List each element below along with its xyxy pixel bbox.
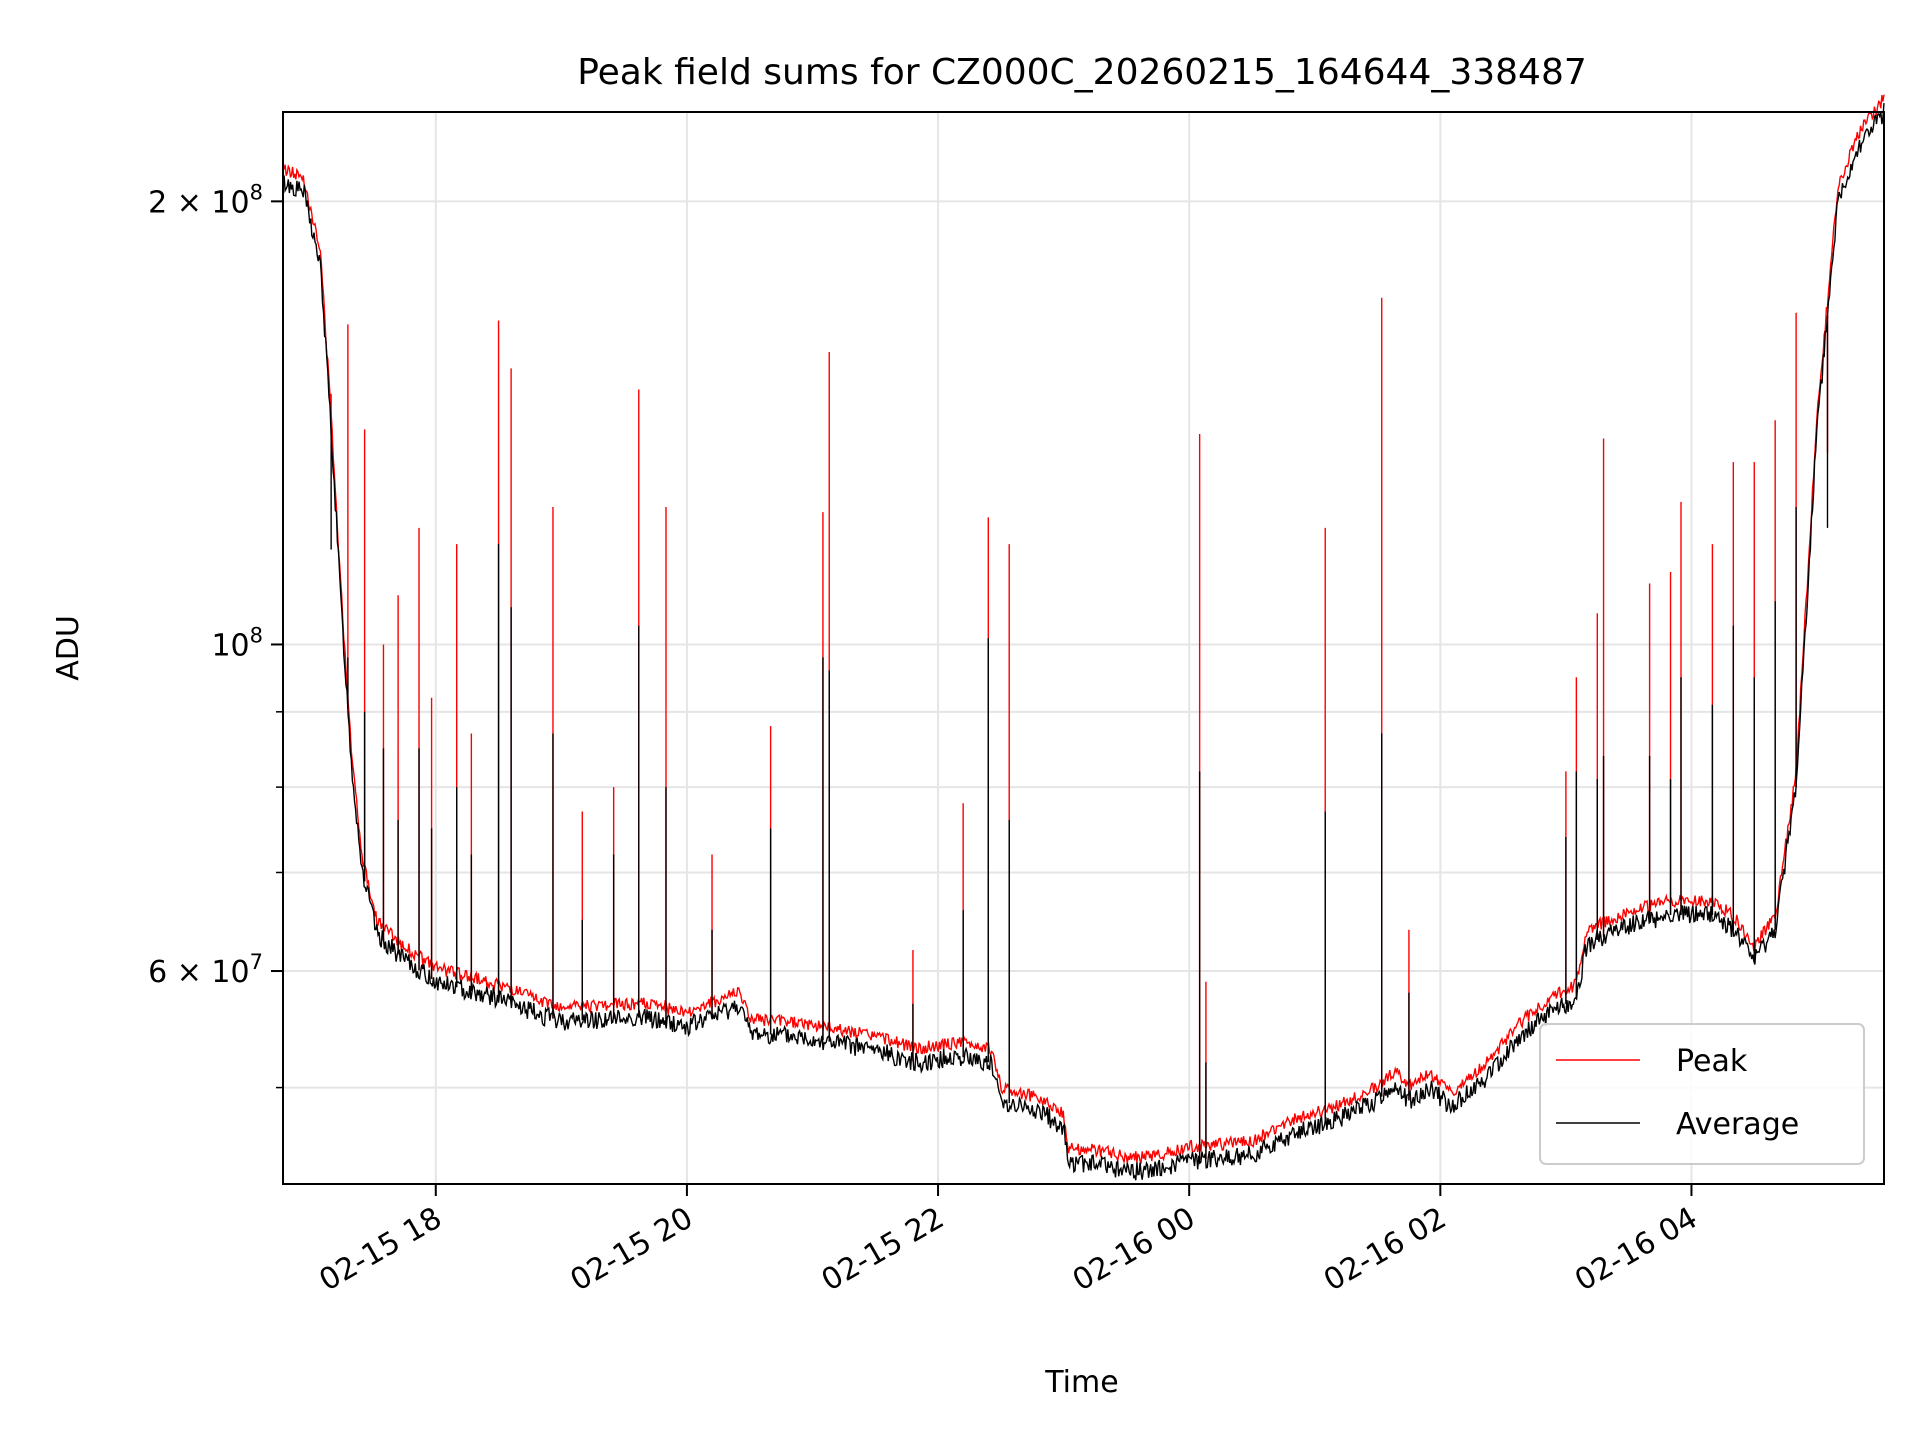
x-tick-label-3: 02-16 00 xyxy=(1067,1201,1201,1299)
x-axis: 02-15 18 02-15 20 02-15 22 02-16 00 02-16 02… xyxy=(313,1184,1703,1298)
y-axis: 6 × 107 108 2 × 108 xyxy=(148,180,283,1089)
y-tick-label-0: 6 × 107 xyxy=(148,950,263,990)
x-tick-label-2: 02-15 22 xyxy=(816,1201,950,1299)
legend-peak-label: Peak xyxy=(1676,1044,1748,1079)
y-axis-label: ADU xyxy=(51,615,86,681)
series-average-line xyxy=(282,103,1885,1181)
plot-frame xyxy=(282,111,1885,1185)
series-peak-line xyxy=(282,94,1885,1165)
x-tick-label-1: 02-15 20 xyxy=(565,1201,699,1299)
legend-box xyxy=(1539,1023,1865,1165)
y-tick-label-2: 2 × 108 xyxy=(148,180,263,220)
x-axis-label: Time xyxy=(1044,1365,1118,1400)
chart-title: Peak field sums for CZ000C_20260215_1646… xyxy=(577,52,1587,93)
legend-average-label: Average xyxy=(1676,1107,1799,1142)
x-tick-label-4: 02-16 02 xyxy=(1318,1201,1452,1299)
x-tick-label-0: 02-15 18 xyxy=(313,1201,447,1299)
series-layer xyxy=(282,94,1885,1181)
x-tick-label-5: 02-16 04 xyxy=(1569,1201,1703,1299)
y-tick-label-1: 108 xyxy=(211,623,263,663)
legend: Peak Average xyxy=(1539,1023,1865,1165)
